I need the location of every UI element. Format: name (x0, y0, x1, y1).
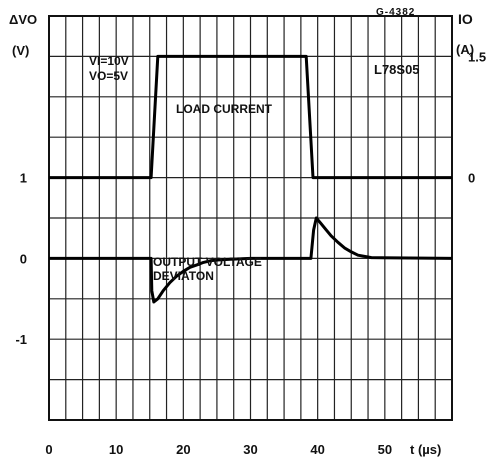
x-tick-label: 40 (310, 442, 324, 457)
x-tick-label: 10 (109, 442, 123, 457)
condition-vo: VO=5V (89, 69, 128, 83)
series-layer (49, 54, 453, 304)
device-label: L78S05 (374, 62, 420, 77)
figure-ref: G-4382 (376, 7, 415, 18)
x-axis-label: t (µs) (410, 442, 441, 457)
output-voltage-deviation-line (49, 216, 453, 304)
output-voltage-annotation-line2: DEVIATON (153, 269, 214, 283)
right-axis-symbol: IO (458, 11, 473, 27)
left-tick-label: 0 (20, 251, 27, 266)
x-tick-label: 30 (243, 442, 257, 457)
right-tick-label: 0 (468, 171, 475, 186)
load-current-annotation: LOAD CURRENT (176, 102, 273, 116)
condition-vi: VI=10V (89, 54, 129, 68)
load-current-line (49, 54, 452, 180)
left-tick-label: 1 (20, 171, 27, 186)
x-tick-label: 50 (378, 442, 392, 457)
plot-frame (48, 15, 453, 421)
x-tick-label: 20 (176, 442, 190, 457)
left-axis-symbol: ΔVO (9, 12, 37, 27)
left-tick-label: -1 (15, 332, 27, 347)
right-tick-label: 1.5 (468, 49, 486, 64)
right-axis-unit: (A) (456, 42, 474, 57)
x-tick-label: 0 (45, 442, 52, 457)
left-axis-unit: (V) (12, 43, 29, 58)
output-voltage-annotation-line1: OUTPUT VOLTAGE (153, 255, 262, 269)
